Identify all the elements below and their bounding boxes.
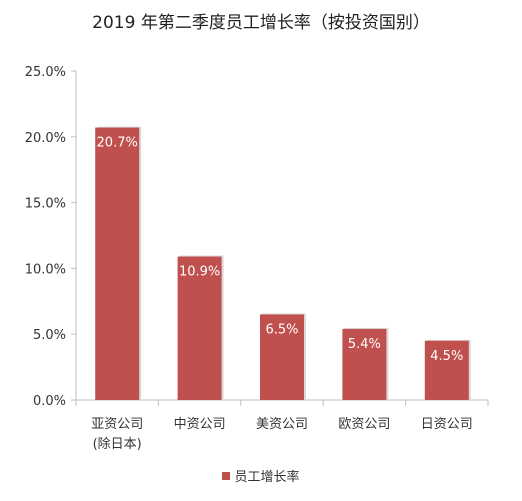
bar <box>177 256 222 400</box>
bar <box>424 340 469 400</box>
chart-title: 2019 年第二季度员工增长率（按投资国别） <box>92 13 430 33</box>
x-category-label: 中资公司 <box>174 417 226 432</box>
y-tick-label: 25.0% <box>25 65 66 80</box>
y-tick-label: 0.0% <box>33 394 66 409</box>
x-category-label: 欧资公司 <box>338 417 390 432</box>
legend-label: 员工增长率 <box>234 470 300 485</box>
x-category-label: 美资公司 <box>256 417 308 432</box>
y-tick-label: 20.0% <box>25 131 66 146</box>
x-category-label: (除日本) <box>93 437 142 452</box>
bar-data-label: 4.5% <box>430 349 463 364</box>
bar-data-label: 6.5% <box>265 322 298 337</box>
bar <box>95 127 140 400</box>
bar-data-label: 5.4% <box>348 337 381 352</box>
y-tick-label: 5.0% <box>33 328 66 343</box>
y-tick-label: 15.0% <box>25 197 66 212</box>
bar <box>342 328 387 400</box>
bar <box>260 314 304 400</box>
legend-swatch <box>222 471 231 480</box>
bar-data-label: 10.9% <box>179 265 220 280</box>
legend: 员工增长率 <box>0 466 522 485</box>
bar-data-label: 20.7% <box>97 136 138 151</box>
x-category-label: 日资公司 <box>421 417 473 432</box>
x-category-label: 亚资公司 <box>91 417 143 432</box>
y-tick-label: 10.0% <box>25 262 66 277</box>
